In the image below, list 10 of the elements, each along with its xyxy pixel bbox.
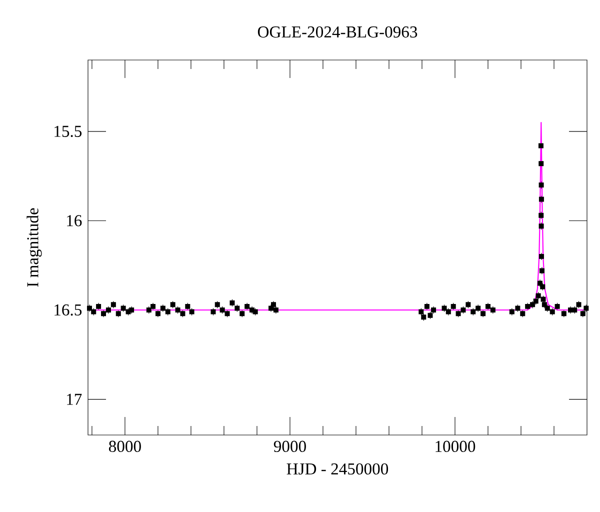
y-axis-title: I magnitude	[26, 208, 42, 287]
x-axis-title: HJD - 2450000	[286, 463, 388, 475]
y-tick-label: 16	[67, 215, 82, 226]
y-tick-label: 15.5	[54, 126, 82, 138]
chart-title: OGLE-2024-BLG-0963	[258, 26, 418, 38]
x-tick-label: 10000	[436, 440, 476, 452]
x-tick-label: 8000	[108, 440, 141, 452]
y-tick-label: 17	[67, 394, 82, 405]
y-tick-label: 16.5	[54, 304, 82, 316]
x-tick-label: 9000	[274, 440, 306, 452]
